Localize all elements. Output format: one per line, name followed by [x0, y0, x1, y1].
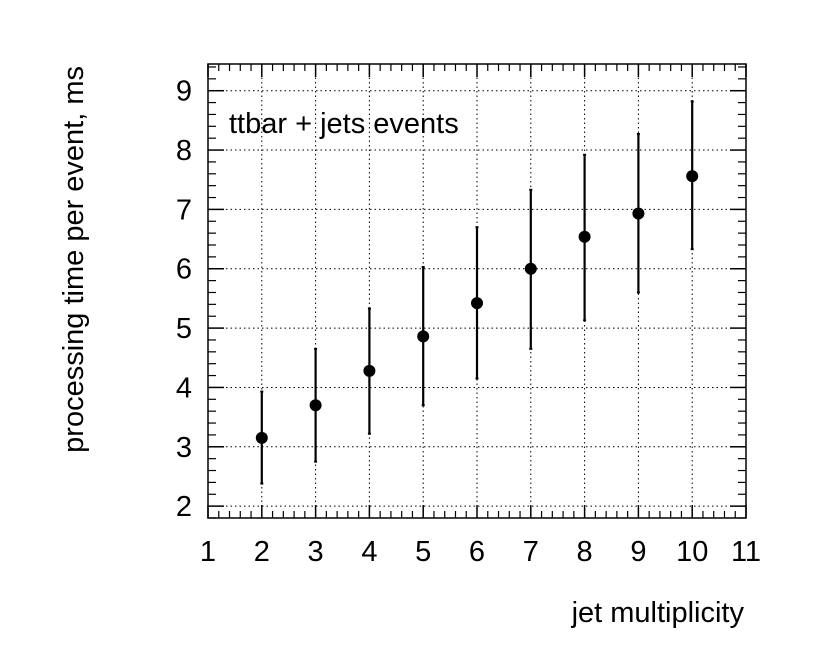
x-tick-label: 1 — [200, 536, 216, 568]
plot-frame — [207, 63, 747, 519]
x-tick-label: 11 — [731, 536, 761, 568]
data-point — [578, 230, 591, 243]
major-ticks — [207, 64, 747, 518]
chart-annotation: ttbar + jets events — [229, 108, 459, 140]
x-tick-label: 10 — [676, 536, 708, 568]
data-points — [255, 170, 699, 444]
y-tick-label: 6 — [176, 254, 192, 286]
y-tick-label: 3 — [176, 432, 192, 464]
data-point — [309, 399, 322, 412]
y-tick-label: 2 — [176, 491, 192, 523]
y-axis-label: processing time per event, ms — [58, 66, 90, 453]
x-tick-label: 2 — [254, 536, 270, 568]
data-point — [255, 431, 268, 444]
y-tick-label: 5 — [176, 313, 192, 345]
x-tick-label: 4 — [361, 536, 377, 568]
y-tick-label: 4 — [176, 372, 192, 404]
y-tick-label: 7 — [176, 194, 192, 226]
y-tick-label: 8 — [176, 135, 192, 167]
y-tick-label: 9 — [176, 76, 192, 108]
x-tick-label: 3 — [308, 536, 324, 568]
x-tick-label: 5 — [415, 536, 431, 568]
x-axis-label: jet multiplicity — [571, 597, 745, 629]
x-tick-label: 9 — [630, 536, 646, 568]
x-tick-label: 8 — [577, 536, 593, 568]
data-point — [363, 364, 376, 377]
data-point — [471, 297, 483, 310]
data-point — [524, 262, 537, 275]
x-tick-label: 7 — [523, 536, 539, 568]
data-point — [632, 207, 645, 220]
y-tick-labels: 2 3 4 5 6 7 8 9 — [176, 76, 192, 523]
x-tick-label: 6 — [469, 536, 485, 568]
data-point — [686, 170, 699, 183]
data-point — [417, 330, 430, 343]
minor-ticks — [208, 64, 746, 519]
x-tick-labels: 1 2 3 4 5 6 7 8 9 10 11 — [200, 536, 761, 568]
